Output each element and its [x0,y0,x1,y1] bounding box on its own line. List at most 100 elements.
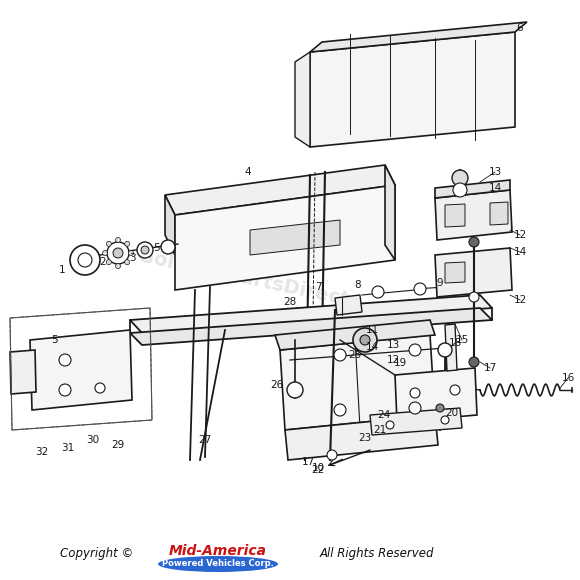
Circle shape [106,241,111,246]
Text: 14: 14 [365,342,379,352]
Circle shape [70,245,100,275]
Text: 13: 13 [488,167,502,177]
Circle shape [59,354,71,366]
Text: 26: 26 [270,380,284,390]
Polygon shape [10,350,36,394]
Polygon shape [490,202,508,225]
Text: 17: 17 [302,457,314,467]
Circle shape [452,170,468,186]
Circle shape [78,253,92,267]
Circle shape [436,404,444,412]
Circle shape [95,383,105,393]
Text: 14: 14 [488,183,502,193]
Text: 10: 10 [311,463,325,473]
Circle shape [161,240,175,254]
Text: 18: 18 [448,338,462,348]
Circle shape [137,242,153,258]
Polygon shape [250,220,340,255]
Text: 13: 13 [386,340,400,350]
Text: 9: 9 [437,278,443,288]
Polygon shape [310,22,527,52]
Text: 17: 17 [483,363,496,373]
Polygon shape [445,204,465,227]
Circle shape [115,263,121,269]
Polygon shape [165,165,395,215]
Polygon shape [295,52,310,147]
Circle shape [386,421,394,429]
Polygon shape [30,330,132,410]
Text: 20: 20 [445,408,459,418]
Polygon shape [275,320,435,350]
Text: 4: 4 [245,167,251,177]
Polygon shape [370,408,462,435]
Circle shape [409,344,421,356]
Circle shape [141,246,149,254]
Text: 3: 3 [129,253,135,263]
Text: 24: 24 [378,410,390,420]
Text: 23: 23 [358,433,372,443]
Text: GolfCartPartsDirect: GolfCartPartsDirect [136,246,351,310]
Polygon shape [285,415,438,460]
Circle shape [106,260,111,264]
Text: 14: 14 [513,247,527,257]
Text: Powered Vehicles Corp.: Powered Vehicles Corp. [162,560,274,568]
Ellipse shape [158,556,278,572]
Circle shape [450,385,460,395]
Circle shape [469,237,479,247]
Polygon shape [385,165,395,260]
Polygon shape [435,190,512,240]
Text: 32: 32 [35,447,49,457]
Polygon shape [445,262,465,283]
Circle shape [334,404,346,416]
Polygon shape [175,185,395,290]
Text: 12: 12 [386,355,400,365]
Text: 27: 27 [198,435,212,445]
Circle shape [103,251,107,256]
Polygon shape [280,335,435,430]
Text: 8: 8 [355,280,361,290]
Text: 2: 2 [100,257,106,267]
Polygon shape [165,195,175,255]
Circle shape [469,357,479,367]
Circle shape [59,384,71,396]
Polygon shape [310,32,515,147]
Text: 5: 5 [154,243,160,253]
Text: 11: 11 [365,325,379,335]
Circle shape [113,248,123,258]
Circle shape [353,328,377,352]
Polygon shape [445,324,457,371]
Circle shape [115,237,121,242]
Circle shape [334,349,346,361]
Circle shape [438,343,452,357]
Polygon shape [435,248,512,297]
Circle shape [441,416,449,424]
Text: Mid-America: Mid-America [169,544,267,558]
Text: 5: 5 [52,335,59,345]
Text: 7: 7 [315,282,321,292]
Text: 12: 12 [513,295,527,305]
Circle shape [372,286,384,298]
Circle shape [360,335,370,345]
Text: 19: 19 [393,358,407,368]
Circle shape [125,260,130,264]
Circle shape [453,183,467,197]
Text: Copyright ©: Copyright © [60,546,133,560]
Polygon shape [435,180,510,198]
Text: 6: 6 [517,23,523,33]
Circle shape [410,388,420,398]
Polygon shape [335,295,362,315]
Circle shape [469,292,479,302]
Circle shape [287,382,303,398]
Text: 21: 21 [374,425,387,435]
Text: 15: 15 [455,335,469,345]
Text: 31: 31 [61,443,75,453]
Circle shape [414,283,426,295]
Text: 22: 22 [311,465,325,475]
Text: 16: 16 [561,373,575,383]
Text: 25: 25 [349,350,361,360]
Circle shape [107,242,129,264]
Text: 30: 30 [86,435,100,445]
Circle shape [327,450,337,460]
Text: 12: 12 [513,230,527,240]
Text: 28: 28 [284,297,296,307]
